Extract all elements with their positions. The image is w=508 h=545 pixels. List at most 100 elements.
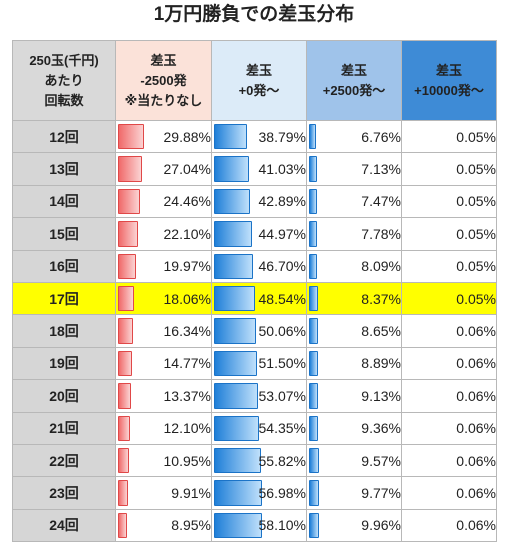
loss-bar: [118, 350, 132, 377]
win-bar: [309, 318, 318, 344]
win-bar: [309, 480, 319, 506]
header-text: -2500発: [140, 72, 187, 88]
win-bar: [214, 188, 251, 215]
value-text: 0.05%: [456, 290, 496, 307]
value-text: 38.79%: [258, 128, 306, 145]
value-cell: 14.77%: [115, 346, 212, 381]
loss-bar: [118, 415, 130, 441]
header-spins: 250玉(千円) あたり 回転数: [12, 40, 116, 121]
value-text: 8.65%: [361, 323, 401, 340]
win-bar: [309, 285, 318, 312]
row-label: 16回: [12, 249, 116, 283]
row-label: 21回: [12, 411, 116, 445]
win-bar: [214, 480, 262, 506]
value-cell: 9.91%: [115, 476, 212, 510]
value-cell: 8.09%: [306, 249, 402, 283]
value-text: 55.82%: [258, 452, 306, 469]
value-cell: 7.78%: [306, 217, 402, 251]
value-text: 0.06%: [456, 420, 496, 437]
win-bar: [309, 253, 318, 279]
value-text: 22.10%: [163, 225, 211, 242]
row-label: 22回: [12, 443, 116, 478]
row-label: 15回: [12, 217, 116, 251]
table-row: 17回 18.06% 48.54% 8.37% 0.05%: [12, 281, 497, 316]
value-text: 0.05%: [456, 128, 496, 145]
value-cell: 0.06%: [401, 508, 497, 543]
value-cell: 22.10%: [115, 217, 212, 251]
value-text: 0.06%: [456, 355, 496, 372]
value-cell: 54.35%: [211, 411, 307, 445]
value-cell: 56.98%: [211, 476, 307, 510]
value-text: 9.77%: [361, 484, 401, 501]
value-cell: 0.06%: [401, 314, 497, 348]
value-text: 9.13%: [361, 387, 401, 404]
value-cell: 0.06%: [401, 379, 497, 413]
value-cell: 0.06%: [401, 346, 497, 381]
win-bar: [214, 350, 258, 377]
value-text: 24.46%: [163, 193, 211, 210]
row-label: 14回: [12, 184, 116, 219]
row-label: 20回: [12, 379, 116, 413]
loss-bar: [118, 512, 128, 539]
value-cell: 19.97%: [115, 249, 212, 283]
win-bar: [214, 512, 263, 539]
value-text: 12.10%: [163, 420, 211, 437]
value-text: 7.13%: [361, 161, 401, 178]
value-text: 27.04%: [163, 161, 211, 178]
value-cell: 50.06%: [211, 314, 307, 348]
value-text: 42.89%: [258, 193, 306, 210]
value-cell: 0.06%: [401, 411, 497, 445]
value-text: 18.06%: [163, 290, 211, 307]
header-text: +2500発～: [322, 82, 386, 98]
header-text: ※当たりなし: [124, 92, 203, 108]
value-text: 0.06%: [456, 387, 496, 404]
row-label: 18回: [12, 314, 116, 348]
value-text: 13.37%: [163, 387, 211, 404]
loss-bar: [118, 285, 135, 312]
row-label: 23回: [12, 476, 116, 510]
table-row: 14回 24.46% 42.89% 7.47% 0.05%: [12, 184, 497, 219]
loss-bar: [118, 188, 140, 215]
row-label: 24回: [12, 508, 116, 543]
loss-bar: [118, 124, 144, 150]
header-loss: 差玉 -2500発 ※当たりなし: [115, 40, 212, 121]
loss-bar: [118, 383, 131, 409]
row-label: 12回: [12, 119, 116, 154]
header-text: 250玉(千円): [29, 52, 99, 68]
value-cell: 10.95%: [115, 443, 212, 478]
value-text: 9.36%: [361, 420, 401, 437]
win-bar: [309, 350, 319, 377]
win-bar: [214, 415, 260, 441]
value-cell: 16.34%: [115, 314, 212, 348]
value-text: 0.06%: [456, 517, 496, 534]
value-text: 7.78%: [361, 225, 401, 242]
win-bar: [309, 415, 319, 441]
win-bar: [309, 156, 317, 182]
value-text: 48.54%: [258, 290, 306, 307]
header-text: +0発～: [238, 82, 280, 98]
table-row: 19回 14.77% 51.50% 8.89% 0.06%: [12, 346, 497, 381]
value-text: 53.07%: [258, 387, 306, 404]
value-cell: 9.57%: [306, 443, 402, 478]
win-bar: [214, 318, 257, 344]
value-text: 29.88%: [163, 128, 211, 145]
value-cell: 0.05%: [401, 184, 497, 219]
value-text: 0.06%: [456, 323, 496, 340]
value-cell: 9.77%: [306, 476, 402, 510]
value-text: 51.50%: [258, 355, 306, 372]
value-text: 8.09%: [361, 258, 401, 275]
loss-bar: [118, 318, 134, 344]
value-text: 10.95%: [163, 452, 211, 469]
loss-bar: [118, 447, 129, 474]
page-title: 1万円勝負での差玉分布: [153, 4, 355, 25]
value-cell: 9.96%: [306, 508, 402, 543]
table-row: 22回 10.95% 55.82% 9.57% 0.06%: [12, 443, 497, 478]
value-cell: 0.06%: [401, 476, 497, 510]
table-row: 21回 12.10% 54.35% 9.36% 0.06%: [12, 411, 497, 445]
value-cell: 0.05%: [401, 217, 497, 251]
loss-bar: [118, 156, 142, 182]
header-plus-2500: 差玉 +2500発～: [306, 40, 402, 121]
value-cell: 7.13%: [306, 152, 402, 186]
win-bar: [214, 253, 254, 279]
win-bar: [309, 512, 319, 539]
